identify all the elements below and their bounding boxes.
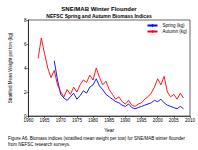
svg-text:8: 8	[24, 18, 27, 23]
svg-text:1965: 1965	[40, 118, 51, 123]
svg-text:6: 6	[24, 42, 27, 47]
svg-text:1970: 1970	[56, 118, 67, 123]
svg-text:2: 2	[24, 90, 27, 95]
svg-text:Figure A6. Biomass indices (st: Figure A6. Biomass indices (stratified m…	[8, 136, 186, 141]
svg-text:1990: 1990	[120, 118, 131, 123]
svg-text:Spring (kg): Spring (kg)	[162, 23, 185, 28]
svg-text:1980: 1980	[88, 118, 99, 123]
svg-text:2010: 2010	[185, 118, 196, 123]
svg-text:Autumn (kg): Autumn (kg)	[162, 29, 187, 34]
svg-text:1960: 1960	[23, 118, 34, 123]
svg-text:SNE/MAB Winter Flounder: SNE/MAB Winter Flounder	[61, 6, 137, 12]
svg-text:Year: Year	[104, 127, 114, 133]
svg-text:Stratified Mean Weight per tow: Stratified Mean Weight per tow (kg)	[8, 32, 13, 103]
svg-text:NEFSC Spring and Autumn Biomas: NEFSC Spring and Autumn Biomass Indices	[46, 13, 152, 19]
svg-text:2000: 2000	[153, 118, 164, 123]
svg-text:0: 0	[23, 113, 27, 119]
svg-text:1975: 1975	[72, 118, 83, 123]
svg-text:4: 4	[24, 66, 27, 71]
svg-text:1995: 1995	[137, 118, 148, 123]
svg-text:from NEFSC research surveys.: from NEFSC research surveys.	[8, 142, 70, 147]
svg-text:2005: 2005	[169, 118, 180, 123]
svg-text:1985: 1985	[104, 118, 115, 123]
